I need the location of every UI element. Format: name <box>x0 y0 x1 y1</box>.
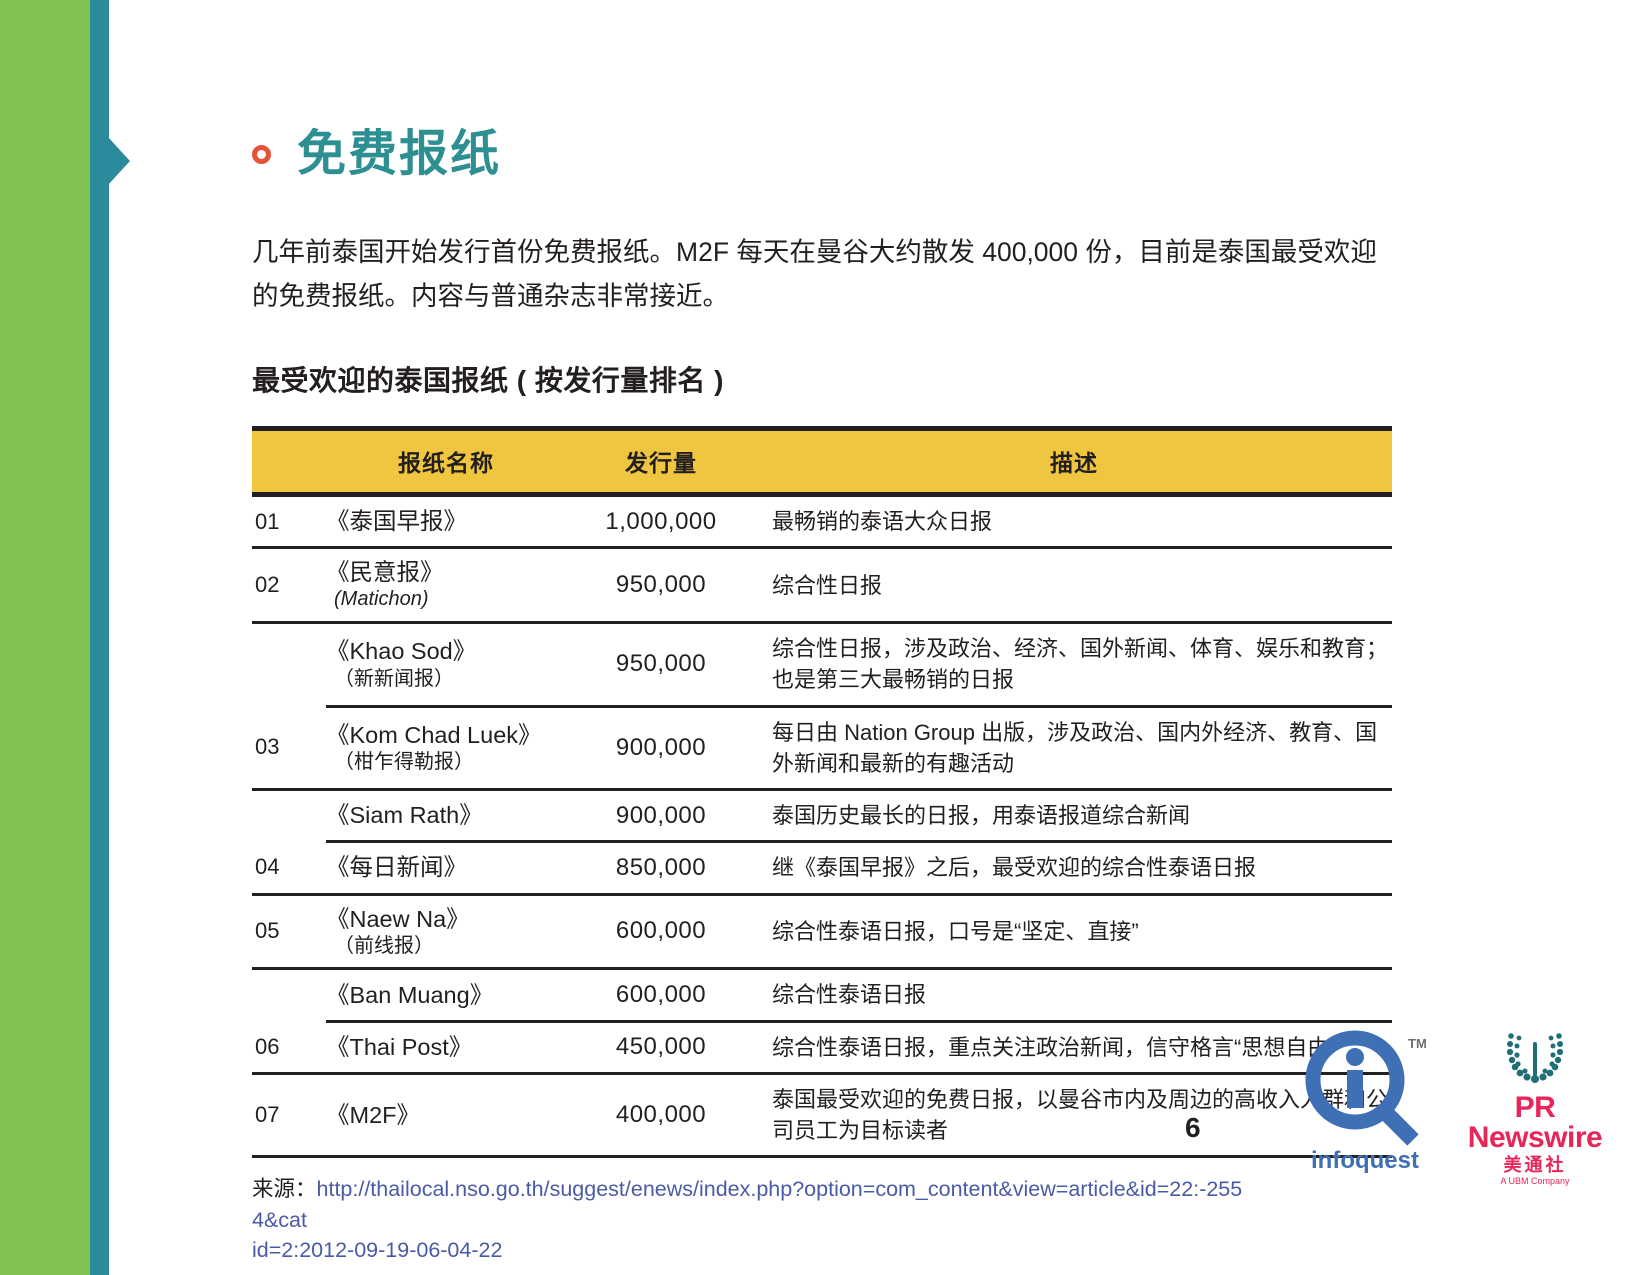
cell-circulation: 850,000 <box>566 841 756 896</box>
newspaper-ranking-table: 报纸名称 发行量 描述 01 《泰国早报》 1,000,000 最畅销的泰语大众日报 0… <box>252 425 1392 1159</box>
cell-circulation: 900,000 <box>566 789 756 844</box>
cell-description: 综合性泰语日报，重点关注政治新闻，信守格言“思想自由” <box>756 1021 1392 1075</box>
source-note: 来源：http://thailocal.nso.go.th/suggest/en… <box>252 1174 1252 1266</box>
newspaper-name-sub: （柑乍得勒报） <box>334 750 474 773</box>
left-green-sidebar-band <box>0 0 90 1275</box>
cell-description: 泰国最受欢迎的免费日报，以曼谷市内及周边的高收入人群和公司员工为目标读者 <box>756 1073 1392 1159</box>
table-row: 05 《Naew Na》 （前线报） 600,000 综合性泰语日报，口号是“坚定、直接… <box>252 894 1392 971</box>
page-heading: 免费报纸 <box>252 123 1392 185</box>
newspaper-name-main: 《Siam Rath》 <box>326 802 483 829</box>
column-header-circulation: 发行量 <box>566 425 756 497</box>
cell-rank: 02 <box>252 547 326 625</box>
source-url-line-2[interactable]: id=2:2012-09-19-06-04-22 <box>252 1238 503 1263</box>
cell-rank: 04 <box>252 841 326 896</box>
cell-description: 综合性日报 <box>756 547 1392 625</box>
cell-newspaper-name: 《民意报》 (Matichon) <box>326 547 566 625</box>
prnewswire-wordmark: PR Newswire <box>1467 1091 1603 1154</box>
prnewswire-tagline: A UBM Company <box>1500 1175 1570 1186</box>
source-label: 来源： <box>252 1177 317 1202</box>
infoquest-magnifier-icon: TM <box>1305 1030 1427 1146</box>
newspaper-name-main: 《Ban Muang》 <box>326 981 494 1008</box>
cell-newspaper-name: 《每日新闻》 <box>326 841 566 896</box>
table-row: 07 《M2F》 400,000 泰国最受欢迎的免费日报，以曼谷市内及周边的高收入人群… <box>252 1073 1392 1159</box>
newspaper-name-main: 《Thai Post》 <box>326 1033 473 1060</box>
section-subheading: 最受欢迎的泰国报纸 ( 按发行量排名 ) <box>252 364 724 396</box>
cell-description: 每日由 Nation Group 出版，涉及政治、国内外经济、教育、国外新闻和最… <box>756 706 1392 792</box>
table-row: 01 《泰国早报》 1,000,000 最畅销的泰语大众日报 <box>252 494 1392 550</box>
table-row: 06 《Thai Post》 450,000 综合性泰语日报，重点关注政治新闻，信守格… <box>252 1021 1392 1075</box>
newspaper-name-main: 《Kom Chad Luek》 <box>326 721 542 748</box>
infoquest-wordmark: infoquest <box>1311 1147 1419 1174</box>
column-header-description: 描述 <box>756 425 1392 497</box>
infoquest-logo: TM infoquest <box>1300 1028 1430 1178</box>
source-url-line-1[interactable]: http://thailocal.nso.go.th/suggest/enews… <box>252 1177 1243 1232</box>
table-row: 03 《Kom Chad Luek》 （柑乍得勒报） 900,000 每日由 Natio… <box>252 706 1392 792</box>
cell-circulation: 900,000 <box>566 706 756 792</box>
cell-circulation: 1,000,000 <box>566 494 756 550</box>
cell-rank: 07 <box>252 1073 326 1159</box>
table-body: 01 《泰国早报》 1,000,000 最畅销的泰语大众日报 02 《民意报》 (Matic… <box>252 494 1392 1159</box>
cell-circulation: 600,000 <box>566 894 756 971</box>
teal-chevron-marker-icon <box>108 137 130 185</box>
cell-description: 最畅销的泰语大众日报 <box>756 494 1392 550</box>
cell-rank: 01 <box>252 494 326 550</box>
newspaper-name-main: 《Naew Na》 <box>326 905 470 932</box>
table-row: 《Siam Rath》 900,000 泰国历史最长的日报，用泰语报道综合新闻 <box>252 789 1392 844</box>
newspaper-name-main: 《民意报》 <box>326 559 444 586</box>
newspaper-name-sub: （新新闻报） <box>334 667 454 690</box>
newspaper-name-main: 《Khao Sod》 <box>326 638 477 665</box>
newspaper-name-sub: (Matichon) <box>334 588 429 611</box>
cell-circulation: 450,000 <box>566 1021 756 1075</box>
column-header-name: 报纸名称 <box>326 425 566 497</box>
page-number: 6 <box>1185 1112 1201 1143</box>
cell-newspaper-name: 《Siam Rath》 <box>326 789 566 844</box>
prnewswire-chinese-name: 美通社 <box>1503 1155 1567 1175</box>
laurel-wreath-icon <box>1506 1033 1564 1083</box>
cell-rank <box>252 623 326 706</box>
column-header-rank <box>252 425 326 497</box>
cell-rank <box>252 969 326 1021</box>
cell-newspaper-name: 《Thai Post》 <box>326 1021 566 1075</box>
table-row: 《Ban Muang》 600,000 综合性泰语日报 <box>252 968 1392 1023</box>
cell-description: 继《泰国早报》之后，最受欢迎的综合性泰语日报 <box>756 841 1392 896</box>
newspaper-name-sub: （前线报） <box>334 934 434 957</box>
slide-content: 免费报纸 几年前泰国开始发行首份免费报纸。M2F 每天在曼谷大约散发 400,0… <box>252 0 1392 1266</box>
cell-rank <box>252 790 326 842</box>
cell-circulation: 950,000 <box>566 547 756 625</box>
page-title: 免费报纸 <box>297 126 502 181</box>
cell-newspaper-name: 《Ban Muang》 <box>326 968 566 1023</box>
cell-newspaper-name: 《M2F》 <box>326 1073 566 1159</box>
cell-circulation: 400,000 <box>566 1073 756 1159</box>
table-row: 02 《民意报》 (Matichon) 950,000 综合性日报 <box>252 547 1392 625</box>
cell-circulation: 600,000 <box>566 968 756 1023</box>
cell-description: 综合性泰语日报，口号是“坚定、直接” <box>756 894 1392 971</box>
cell-description: 综合性日报，涉及政治、经济、国外新闻、体育、娱乐和教育；也是第三大最畅销的日报 <box>756 622 1392 708</box>
newspaper-name-main: 《泰国早报》 <box>326 508 467 535</box>
cell-rank: 06 <box>252 1021 326 1075</box>
cell-rank: 03 <box>252 706 326 792</box>
infoquest-tm-mark: TM <box>1408 1036 1427 1051</box>
newspaper-name-main: 《M2F》 <box>326 1101 420 1128</box>
left-teal-sidebar-stripe <box>90 0 109 1275</box>
cell-newspaper-name: 《Khao Sod》 （新新闻报） <box>326 622 566 708</box>
table-row: 《Khao Sod》 （新新闻报） 950,000 综合性日报，涉及政治、经济、国外新… <box>252 622 1392 708</box>
table-header-row: 报纸名称 发行量 描述 <box>252 425 1392 497</box>
cell-newspaper-name: 《泰国早报》 <box>326 494 566 550</box>
table-row: 04 《每日新闻》 850,000 继《泰国早报》之后，最受欢迎的综合性泰语日报 <box>252 841 1392 896</box>
cell-newspaper-name: 《Naew Na》 （前线报） <box>326 894 566 971</box>
cell-description: 综合性泰语日报 <box>756 968 1392 1023</box>
newspaper-name-main: 《每日新闻》 <box>326 854 467 881</box>
intro-paragraph: 几年前泰国开始发行首份免费报纸。M2F 每天在曼谷大约散发 400,000 份，… <box>252 237 1377 311</box>
cell-description: 泰国历史最长的日报，用泰语报道综合新闻 <box>756 789 1392 844</box>
cell-rank: 05 <box>252 894 326 971</box>
ring-bullet-icon <box>252 144 271 164</box>
cell-newspaper-name: 《Kom Chad Luek》 （柑乍得勒报） <box>326 706 566 792</box>
cell-circulation: 950,000 <box>566 622 756 708</box>
prnewswire-logo: PR Newswire 美通社 A UBM Company <box>1455 1028 1615 1185</box>
